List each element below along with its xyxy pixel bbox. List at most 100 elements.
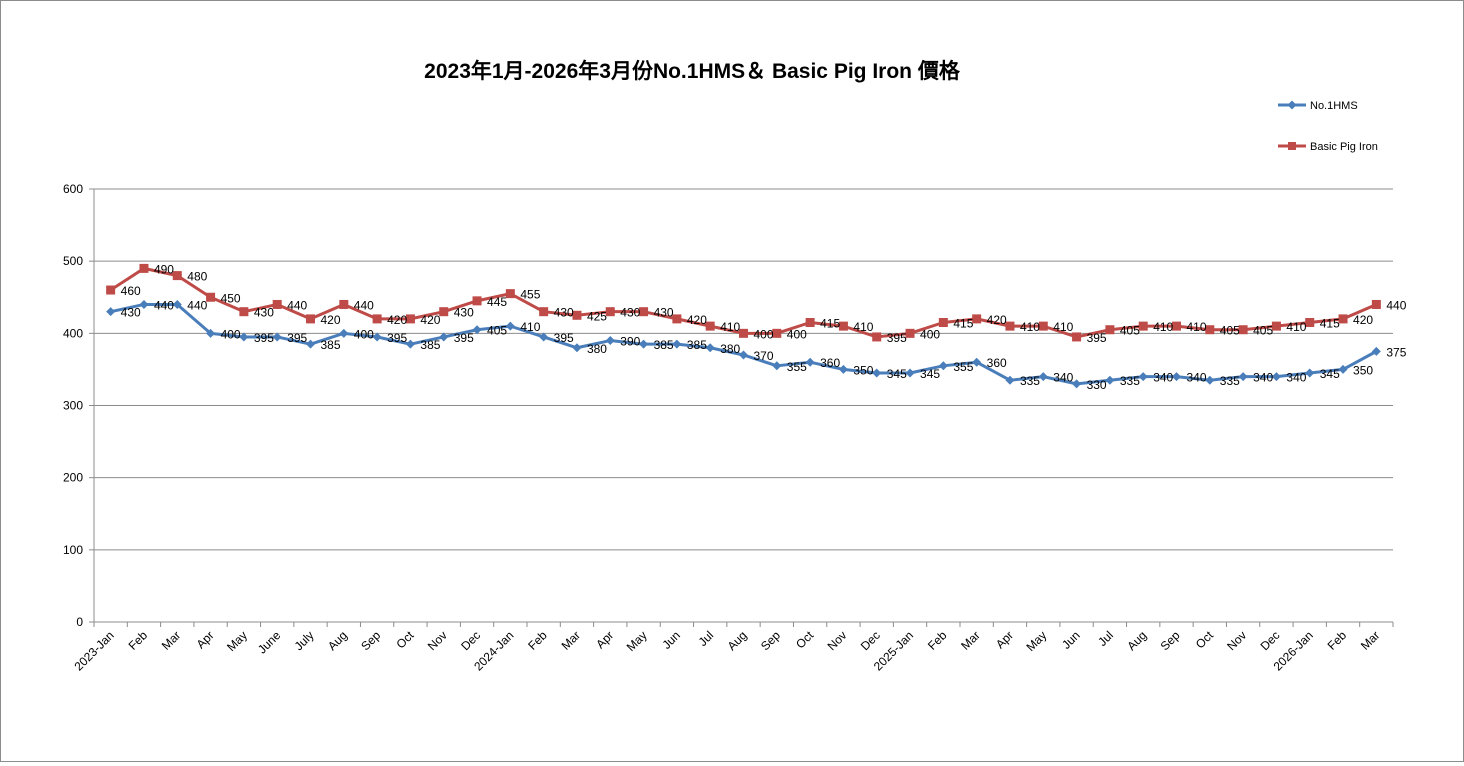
data-point-basic-pig-iron xyxy=(172,271,182,281)
x-tick-label: Dec xyxy=(858,628,883,653)
data-point-basic-pig-iron xyxy=(905,328,915,338)
data-point-basic-pig-iron xyxy=(1371,299,1381,309)
data-label-no1hms: 370 xyxy=(754,349,774,363)
data-point-basic-pig-iron xyxy=(1105,325,1115,335)
data-point-basic-pig-iron xyxy=(772,328,782,338)
x-tick-label: Feb xyxy=(126,628,151,653)
data-point-basic-pig-iron xyxy=(1172,321,1181,331)
data-point-no1hms xyxy=(1205,375,1215,385)
data-point-no1hms xyxy=(838,364,848,374)
data-label-basic-pig-iron: 405 xyxy=(1120,324,1140,338)
data-label-basic-pig-iron: 410 xyxy=(1020,320,1040,334)
x-tick-label: Jun xyxy=(1059,628,1083,652)
data-label-no1hms: 360 xyxy=(820,356,840,370)
data-label-basic-pig-iron: 420 xyxy=(420,313,440,327)
legend-marker-basic-pig-iron xyxy=(1288,142,1296,150)
data-point-no1hms xyxy=(505,321,515,331)
data-label-basic-pig-iron: 410 xyxy=(720,320,740,334)
x-tick-label: Sep xyxy=(1158,628,1183,653)
data-point-no1hms xyxy=(739,350,748,360)
data-label-no1hms: 335 xyxy=(1120,374,1140,388)
data-label-no1hms: 390 xyxy=(620,335,640,349)
data-point-basic-pig-iron xyxy=(306,314,315,324)
data-label-no1hms: 335 xyxy=(1220,374,1240,388)
x-tick-label: Oct xyxy=(793,628,817,652)
data-label-no1hms: 385 xyxy=(321,338,341,352)
data-label-no1hms: 395 xyxy=(254,331,274,345)
x-tick-label: Apr xyxy=(993,628,1016,651)
data-point-no1hms xyxy=(1271,372,1281,382)
data-label-no1hms: 395 xyxy=(454,331,474,345)
data-label-basic-pig-iron: 400 xyxy=(754,327,774,341)
y-tick-label: 500 xyxy=(63,254,83,268)
y-tick-label: 600 xyxy=(63,182,83,196)
data-label-basic-pig-iron: 395 xyxy=(887,331,907,345)
data-point-basic-pig-iron xyxy=(439,307,449,317)
data-point-basic-pig-iron xyxy=(1038,321,1048,331)
data-label-basic-pig-iron: 430 xyxy=(654,306,674,320)
data-label-basic-pig-iron: 400 xyxy=(920,327,940,341)
y-tick-label: 300 xyxy=(63,399,83,413)
data-point-basic-pig-iron xyxy=(239,307,249,317)
data-point-basic-pig-iron xyxy=(1238,325,1248,335)
data-label-no1hms: 410 xyxy=(520,320,540,334)
data-point-basic-pig-iron xyxy=(1072,332,1082,342)
y-tick-label: 100 xyxy=(63,543,83,557)
data-point-no1hms xyxy=(672,339,682,349)
data-label-no1hms: 345 xyxy=(1320,367,1340,381)
data-point-basic-pig-iron xyxy=(805,318,815,328)
data-point-basic-pig-iron xyxy=(605,307,615,317)
data-label-basic-pig-iron: 410 xyxy=(1153,320,1173,334)
data-point-basic-pig-iron xyxy=(339,299,349,309)
data-point-basic-pig-iron xyxy=(1305,318,1315,328)
data-point-basic-pig-iron xyxy=(1138,321,1148,331)
data-point-no1hms xyxy=(1138,372,1148,382)
data-label-basic-pig-iron: 410 xyxy=(1053,320,1073,334)
data-point-basic-pig-iron xyxy=(405,314,415,324)
data-label-no1hms: 385 xyxy=(654,338,674,352)
data-point-no1hms xyxy=(605,336,615,346)
data-label-no1hms: 400 xyxy=(221,327,241,341)
data-point-no1hms xyxy=(172,299,182,309)
y-tick-label: 0 xyxy=(76,615,83,629)
data-point-basic-pig-iron xyxy=(972,314,982,324)
legend-entry-no1hms: No.1HMS xyxy=(1278,100,1358,112)
data-label-no1hms: 430 xyxy=(121,306,141,320)
x-tick-label: Mar xyxy=(559,628,584,653)
data-point-no1hms xyxy=(239,332,249,342)
data-point-basic-pig-iron xyxy=(539,307,549,317)
data-label-no1hms: 440 xyxy=(154,298,174,312)
data-label-no1hms: 350 xyxy=(853,363,873,377)
data-point-basic-pig-iron xyxy=(838,321,848,331)
x-tick-label: 2023-Jan xyxy=(71,628,116,673)
data-label-basic-pig-iron: 405 xyxy=(1253,324,1273,338)
data-point-basic-pig-iron xyxy=(1005,321,1015,331)
data-label-basic-pig-iron: 460 xyxy=(121,284,141,298)
data-point-basic-pig-iron xyxy=(372,314,382,324)
data-label-no1hms: 345 xyxy=(887,367,907,381)
data-label-basic-pig-iron: 440 xyxy=(354,298,374,312)
data-point-no1hms xyxy=(1172,372,1181,382)
x-tick-label: Aug xyxy=(1124,628,1149,653)
data-point-no1hms xyxy=(1238,372,1248,382)
data-point-no1hms xyxy=(139,299,149,309)
data-label-no1hms: 395 xyxy=(554,331,574,345)
data-point-no1hms xyxy=(272,332,282,342)
data-point-no1hms xyxy=(1305,368,1315,378)
legend-entry-basic-pig-iron: Basic Pig Iron xyxy=(1278,141,1378,153)
data-label-basic-pig-iron: 490 xyxy=(154,262,174,276)
data-point-no1hms xyxy=(372,332,382,342)
data-label-no1hms: 400 xyxy=(354,327,374,341)
x-tick-label: Jul xyxy=(696,628,717,649)
data-point-no1hms xyxy=(405,339,415,349)
data-label-no1hms: 375 xyxy=(1386,345,1406,359)
data-label-basic-pig-iron: 430 xyxy=(454,306,474,320)
data-label-basic-pig-iron: 415 xyxy=(820,317,840,331)
x-tick-label: Sep xyxy=(358,628,383,653)
data-point-no1hms xyxy=(439,332,449,342)
data-label-basic-pig-iron: 445 xyxy=(487,295,507,309)
data-label-no1hms: 380 xyxy=(720,342,740,356)
data-label-basic-pig-iron: 395 xyxy=(1087,331,1107,345)
data-point-no1hms xyxy=(1338,364,1348,374)
